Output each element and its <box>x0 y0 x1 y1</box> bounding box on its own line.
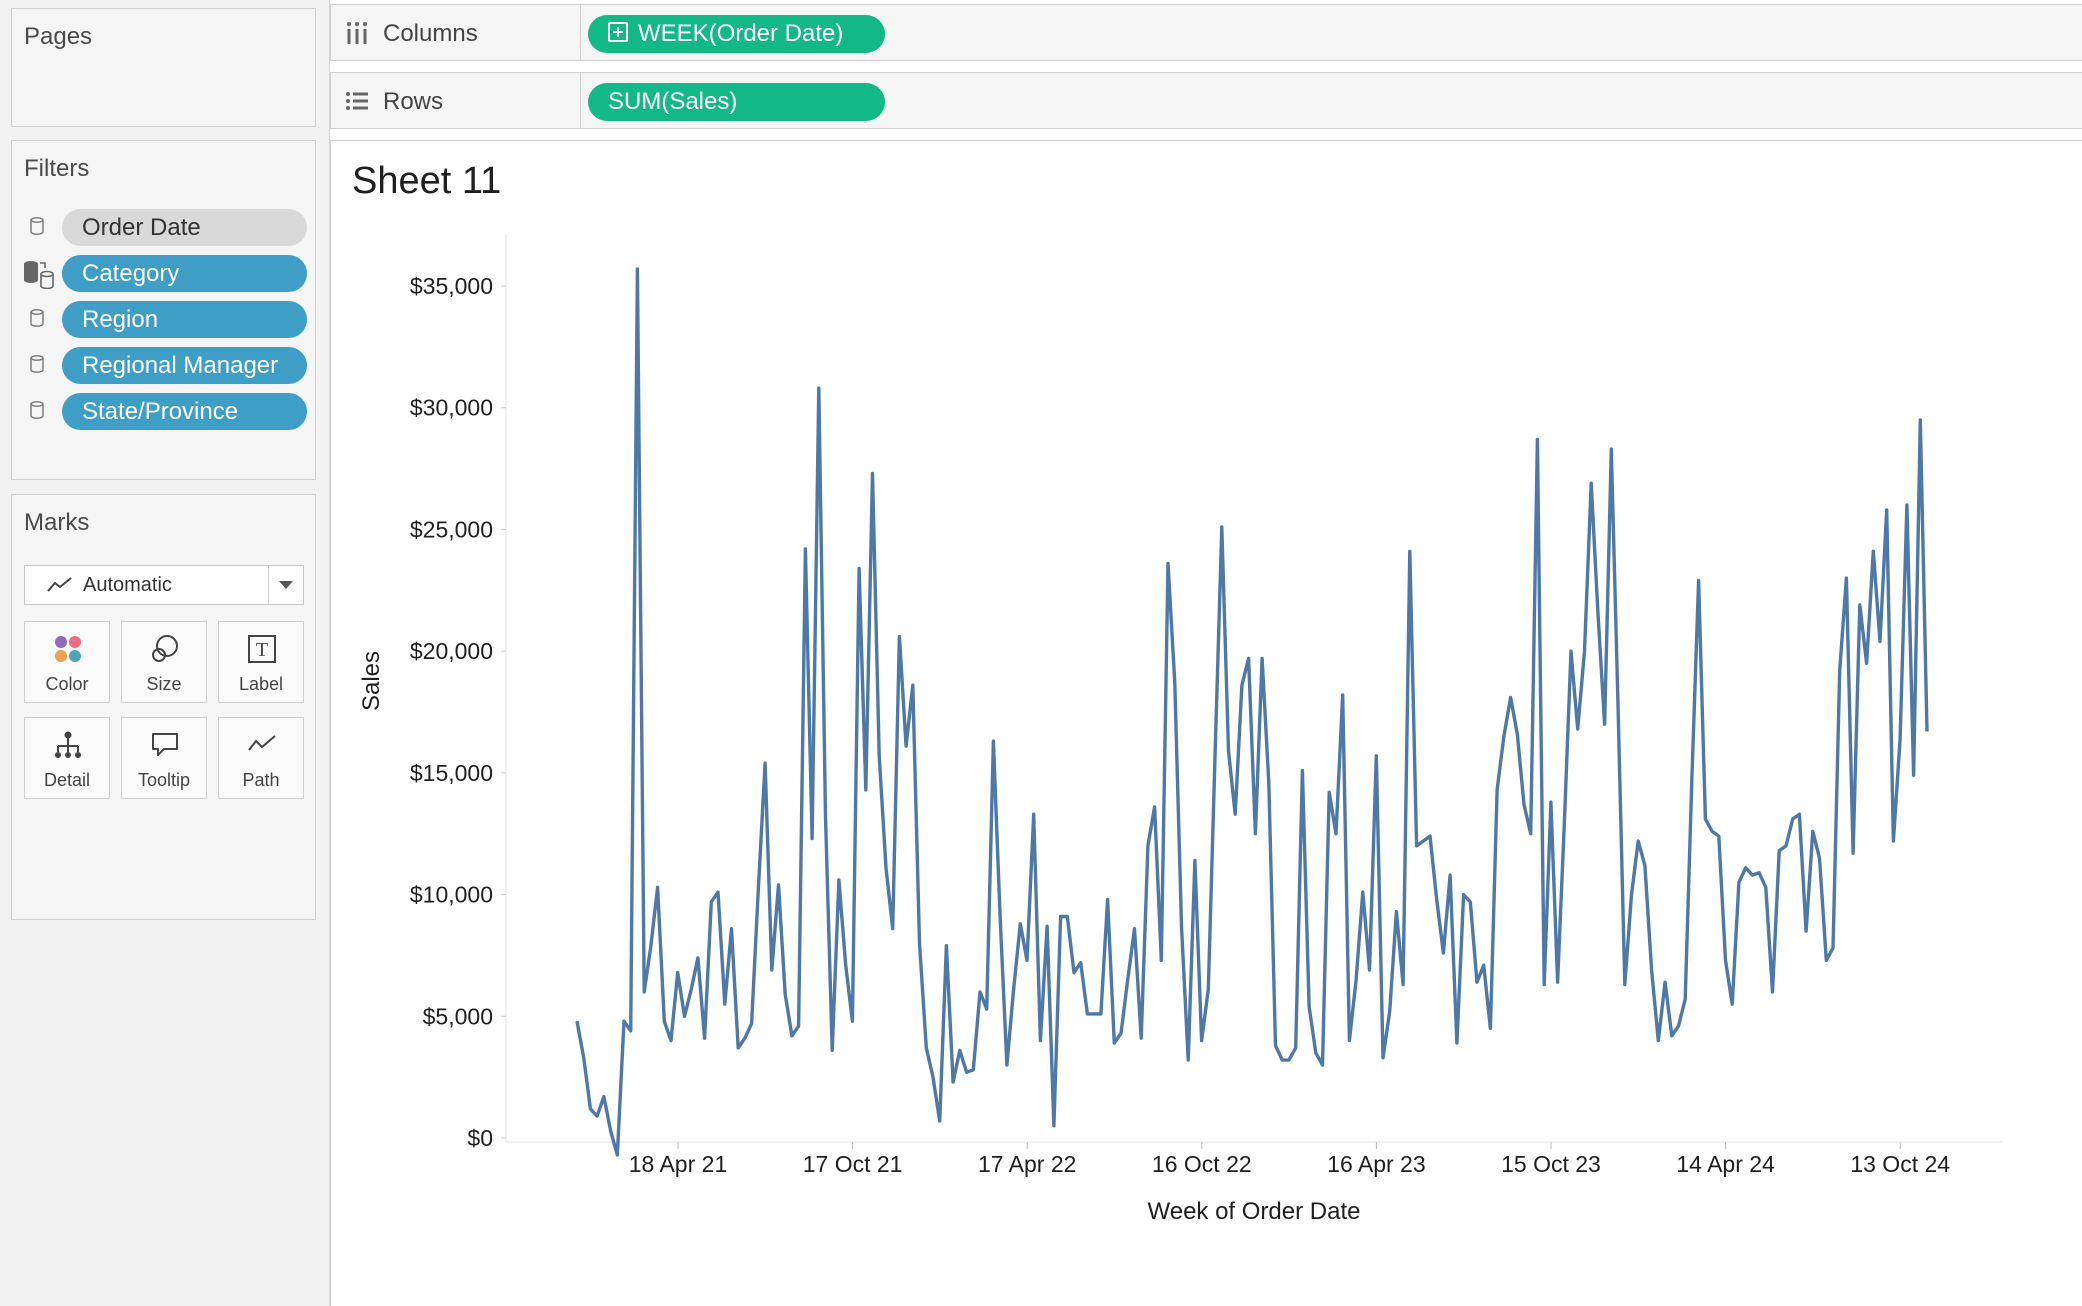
path-label: Path <box>242 770 280 790</box>
rows-shelf-label-area: Rows <box>331 73 581 128</box>
y-tick-label: $0 <box>467 1125 493 1151</box>
sales-series[interactable] <box>575 267 1929 1157</box>
filter-label: Regional Manager <box>82 352 279 379</box>
size-icon <box>152 635 178 662</box>
filter-item[interactable]: Region <box>12 299 317 339</box>
database-icon <box>30 401 44 419</box>
filter-item[interactable]: Category <box>12 253 317 293</box>
y-tick-label: $15,000 <box>410 760 493 786</box>
x-axis: 18 Apr 21 17 Oct 21 17 Apr 22 16 Oct 22 16 A… <box>506 1141 2002 1177</box>
rows-icon <box>346 92 368 110</box>
y-axis: $0 $5,000 $10,000 $15,000 $20,000 $25,000 $30,… <box>410 234 507 1151</box>
path-icon <box>248 735 276 751</box>
expand-plus-icon[interactable] <box>608 22 628 42</box>
tooltip-icon <box>152 733 178 756</box>
x-tick-label: 15 Oct 23 <box>1501 1151 1601 1177</box>
tooltip-button[interactable]: Tooltip <box>121 717 207 799</box>
chevron-down-icon[interactable] <box>279 581 293 589</box>
filter-label: Order Date <box>82 214 201 241</box>
filter-label: Category <box>82 260 180 287</box>
detail-label: Detail <box>43 770 91 790</box>
filter-pill[interactable]: State/Province <box>62 393 307 430</box>
size-button[interactable]: Size <box>121 621 207 703</box>
marks-panel[interactable]: Marks Automatic Color Size T Label <box>11 494 316 920</box>
svg-text:T: T <box>256 639 268 661</box>
line-chart[interactable]: $0 $5,000 $10,000 $15,000 $20,000 $25,000 $30,… <box>330 140 2082 1306</box>
filter-label: State/Province <box>82 398 239 425</box>
y-tick-label: $25,000 <box>410 516 493 542</box>
detail-icon <box>55 731 81 758</box>
columns-shelf[interactable]: Columns WEEK(Order Date) <box>330 4 2082 61</box>
label-icon: T <box>248 635 276 663</box>
size-label: Size <box>146 674 182 694</box>
color-icon <box>55 636 81 662</box>
y-axis-title: Sales <box>358 651 385 711</box>
filter-pill[interactable]: Category <box>62 255 307 292</box>
x-tick-label: 16 Apr 23 <box>1327 1151 1425 1177</box>
filter-pill[interactable]: Regional Manager <box>62 347 307 384</box>
sidebar-divider <box>329 0 330 1306</box>
x-tick-label: 16 Oct 22 <box>1152 1151 1252 1177</box>
rows-label: Rows <box>383 88 444 115</box>
week-order-date-pill[interactable]: WEEK(Order Date) <box>588 15 885 53</box>
x-tick-label: 18 Apr 21 <box>629 1151 727 1177</box>
color-label: Color <box>45 674 89 694</box>
x-axis-title: Week of Order Date <box>1148 1198 1361 1225</box>
y-tick-label: $10,000 <box>410 882 493 908</box>
columns-pill-label: WEEK(Order Date) <box>638 20 844 47</box>
rows-shelf[interactable]: Rows SUM(Sales) <box>330 72 2082 129</box>
filter-label: Region <box>82 306 159 333</box>
label-label: Label <box>238 674 284 694</box>
mark-type-label: Automatic <box>83 574 172 596</box>
tooltip-label: Tooltip <box>137 770 191 790</box>
database-icon <box>30 217 44 235</box>
sheet-view[interactable] <box>330 140 2082 1306</box>
pages-panel[interactable]: Pages <box>11 8 316 127</box>
x-tick-label: 17 Oct 21 <box>803 1151 903 1177</box>
marks-title: Marks <box>24 509 90 536</box>
database-icon <box>30 355 44 373</box>
dropdown-separator <box>268 566 269 604</box>
mark-type-dropdown[interactable]: Automatic <box>24 565 304 605</box>
columns-icon <box>347 22 367 44</box>
y-tick-label: $5,000 <box>423 1003 493 1029</box>
columns-label: Columns <box>383 20 478 47</box>
path-button[interactable]: Path <box>218 717 304 799</box>
filter-item[interactable]: State/Province <box>12 391 317 431</box>
filter-item[interactable]: Order Date <box>12 207 317 247</box>
x-tick-label: 14 Apr 24 <box>1676 1151 1775 1177</box>
columns-shelf-label-area: Columns <box>331 5 581 60</box>
detail-button[interactable]: Detail <box>24 717 110 799</box>
label-button[interactable]: T Label <box>218 621 304 703</box>
database-icon <box>30 309 44 327</box>
x-tick-label: 13 Oct 24 <box>1850 1151 1950 1177</box>
color-button[interactable]: Color <box>24 621 110 703</box>
sum-sales-pill[interactable]: SUM(Sales) <box>588 83 885 121</box>
linked-database-icon <box>24 261 54 289</box>
filter-item[interactable]: Regional Manager <box>12 345 317 385</box>
pages-title: Pages <box>24 23 93 50</box>
filter-pill[interactable]: Region <box>62 301 307 338</box>
rows-pill-label: SUM(Sales) <box>608 88 738 115</box>
filters-panel[interactable]: Filters Order Date Category Region Regional… <box>11 140 316 480</box>
y-tick-label: $30,000 <box>410 395 493 421</box>
sheet-title: Sheet 11 <box>352 160 502 202</box>
filter-pill[interactable]: Order Date <box>62 209 307 246</box>
y-tick-label: $20,000 <box>410 638 493 664</box>
sales-line[interactable] <box>575 267 1929 1157</box>
y-tick-label: $35,000 <box>410 273 493 299</box>
x-tick-label: 17 Apr 22 <box>978 1151 1076 1177</box>
filters-title: Filters <box>24 155 90 182</box>
line-chart-icon <box>47 577 72 592</box>
